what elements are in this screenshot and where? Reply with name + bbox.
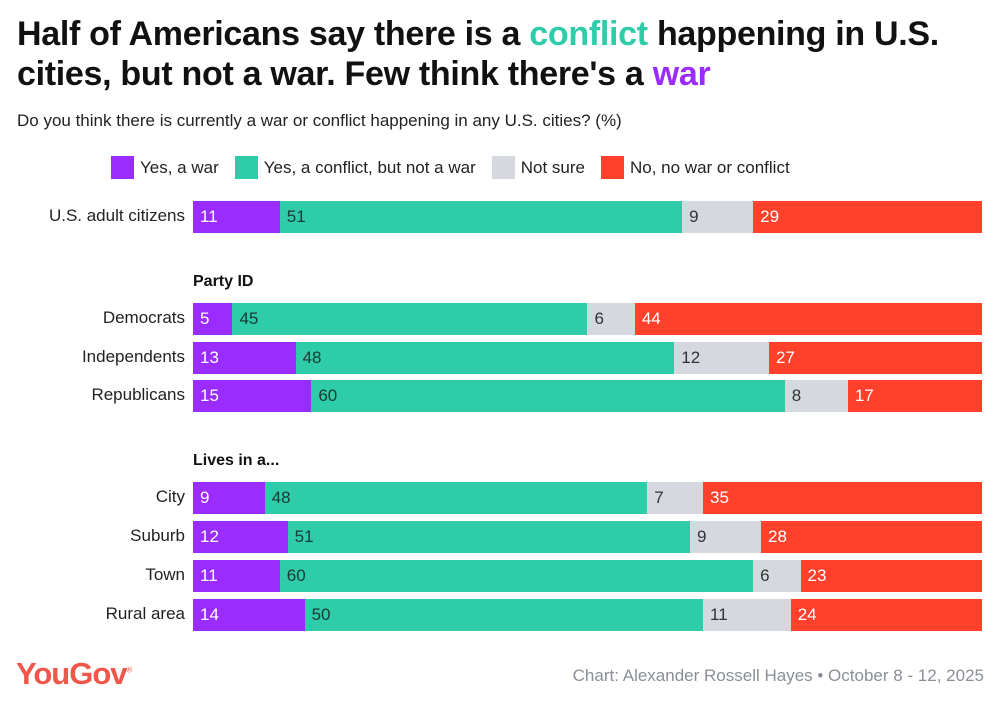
legend-label: Yes, a war bbox=[140, 157, 219, 177]
bar-segment: 27 bbox=[768, 341, 982, 374]
legend-swatch bbox=[601, 156, 624, 179]
bar-segment: 9 bbox=[682, 201, 754, 233]
category-label: Democrats bbox=[102, 308, 185, 327]
legend-label: Yes, a conflict, but not a war bbox=[263, 157, 476, 177]
legend-label: No, no war or conflict bbox=[630, 157, 790, 177]
stacked-bar: 11 51 9 29 bbox=[193, 201, 982, 233]
bar-segment: 60 bbox=[279, 559, 754, 592]
stacked-bar: 12 51 9 28 bbox=[193, 520, 982, 553]
legend-item: Yes, a conflict, but not a war bbox=[234, 156, 476, 179]
bar-segment: 45 bbox=[232, 303, 588, 335]
legend-item: No, no war or conflict bbox=[601, 156, 790, 179]
group-label: Party ID bbox=[193, 273, 254, 290]
group-label: Lives in a... bbox=[193, 452, 280, 469]
bar-segment: 29 bbox=[753, 201, 982, 233]
legend: Yes, a war Yes, a conflict, but not a war… bbox=[111, 156, 790, 179]
bar-segment: 11 bbox=[703, 598, 791, 631]
bar-segment: 50 bbox=[304, 598, 704, 631]
stacked-bar: 11 60 6 23 bbox=[193, 559, 982, 592]
stacked-bar: 13 48 12 27 bbox=[193, 341, 982, 374]
legend-label: Not sure bbox=[520, 157, 585, 177]
stacked-bar: 9 48 7 35 bbox=[193, 482, 982, 514]
legend-item: Not sure bbox=[491, 156, 585, 179]
bar-segment: 14 bbox=[193, 598, 305, 631]
category-label: Republicans bbox=[91, 385, 185, 405]
bar-segment: 9 bbox=[690, 520, 762, 553]
bar-segment: 24 bbox=[790, 598, 982, 631]
chart-subtitle: Do you think there is currently a war or… bbox=[17, 111, 622, 130]
title-highlight-war: war bbox=[652, 55, 711, 93]
bar-segment: 51 bbox=[287, 520, 691, 553]
category-label: Town bbox=[145, 564, 185, 584]
bar-segment: 9 bbox=[193, 482, 265, 514]
bar-segment: 35 bbox=[703, 482, 982, 514]
category-label: Independents bbox=[81, 346, 185, 366]
bar-segment: 51 bbox=[279, 201, 683, 233]
bar-segment: 23 bbox=[800, 559, 982, 592]
title-text: happening in U.S. cities, but not a war.… bbox=[17, 15, 939, 93]
legend-item: Yes, a war bbox=[111, 156, 219, 179]
category-label: U.S. adult citizens bbox=[48, 206, 185, 225]
chart-title: Half of Americans say there is a conflic… bbox=[17, 14, 987, 94]
bar-segment: 12 bbox=[193, 520, 288, 553]
bar-segment: 6 bbox=[753, 559, 801, 592]
bar-segment: 48 bbox=[295, 341, 675, 374]
yougov-logo: YouGov® bbox=[16, 656, 132, 691]
bar-segment: 60 bbox=[311, 380, 785, 413]
stacked-bar: 14 50 11 24 bbox=[193, 598, 982, 631]
bar-segment: 7 bbox=[647, 482, 704, 514]
bar-segment: 15 bbox=[193, 380, 312, 413]
chart-credit: Chart: Alexander Rossell Hayes • October… bbox=[572, 666, 984, 685]
bar-segment: 48 bbox=[264, 482, 648, 514]
bar-segment: 5 bbox=[193, 303, 233, 335]
category-label: Suburb bbox=[130, 525, 185, 545]
bar-segment: 12 bbox=[674, 341, 769, 374]
bar-segment: 6 bbox=[587, 303, 635, 335]
bar-segment: 11 bbox=[193, 559, 280, 592]
legend-swatch bbox=[491, 156, 515, 179]
legend-swatch bbox=[234, 156, 258, 179]
logo-text: YouGov bbox=[16, 656, 128, 691]
bar-segment: 44 bbox=[634, 303, 982, 335]
bar-segment: 17 bbox=[847, 380, 982, 413]
stacked-bar: 15 60 8 17 bbox=[193, 380, 982, 413]
bar-segment: 11 bbox=[193, 201, 280, 233]
bar-segment: 8 bbox=[784, 380, 848, 413]
bar-segment: 13 bbox=[193, 341, 296, 374]
legend-swatch bbox=[111, 156, 134, 179]
bar-segment: 28 bbox=[761, 520, 982, 553]
category-label: Rural area bbox=[105, 603, 185, 623]
stacked-bar: 5 45 6 44 bbox=[193, 303, 982, 335]
title-highlight-conflict: conflict bbox=[529, 15, 648, 53]
title-text: Half of Americans say there is a bbox=[17, 15, 530, 53]
category-label: City bbox=[155, 487, 185, 506]
